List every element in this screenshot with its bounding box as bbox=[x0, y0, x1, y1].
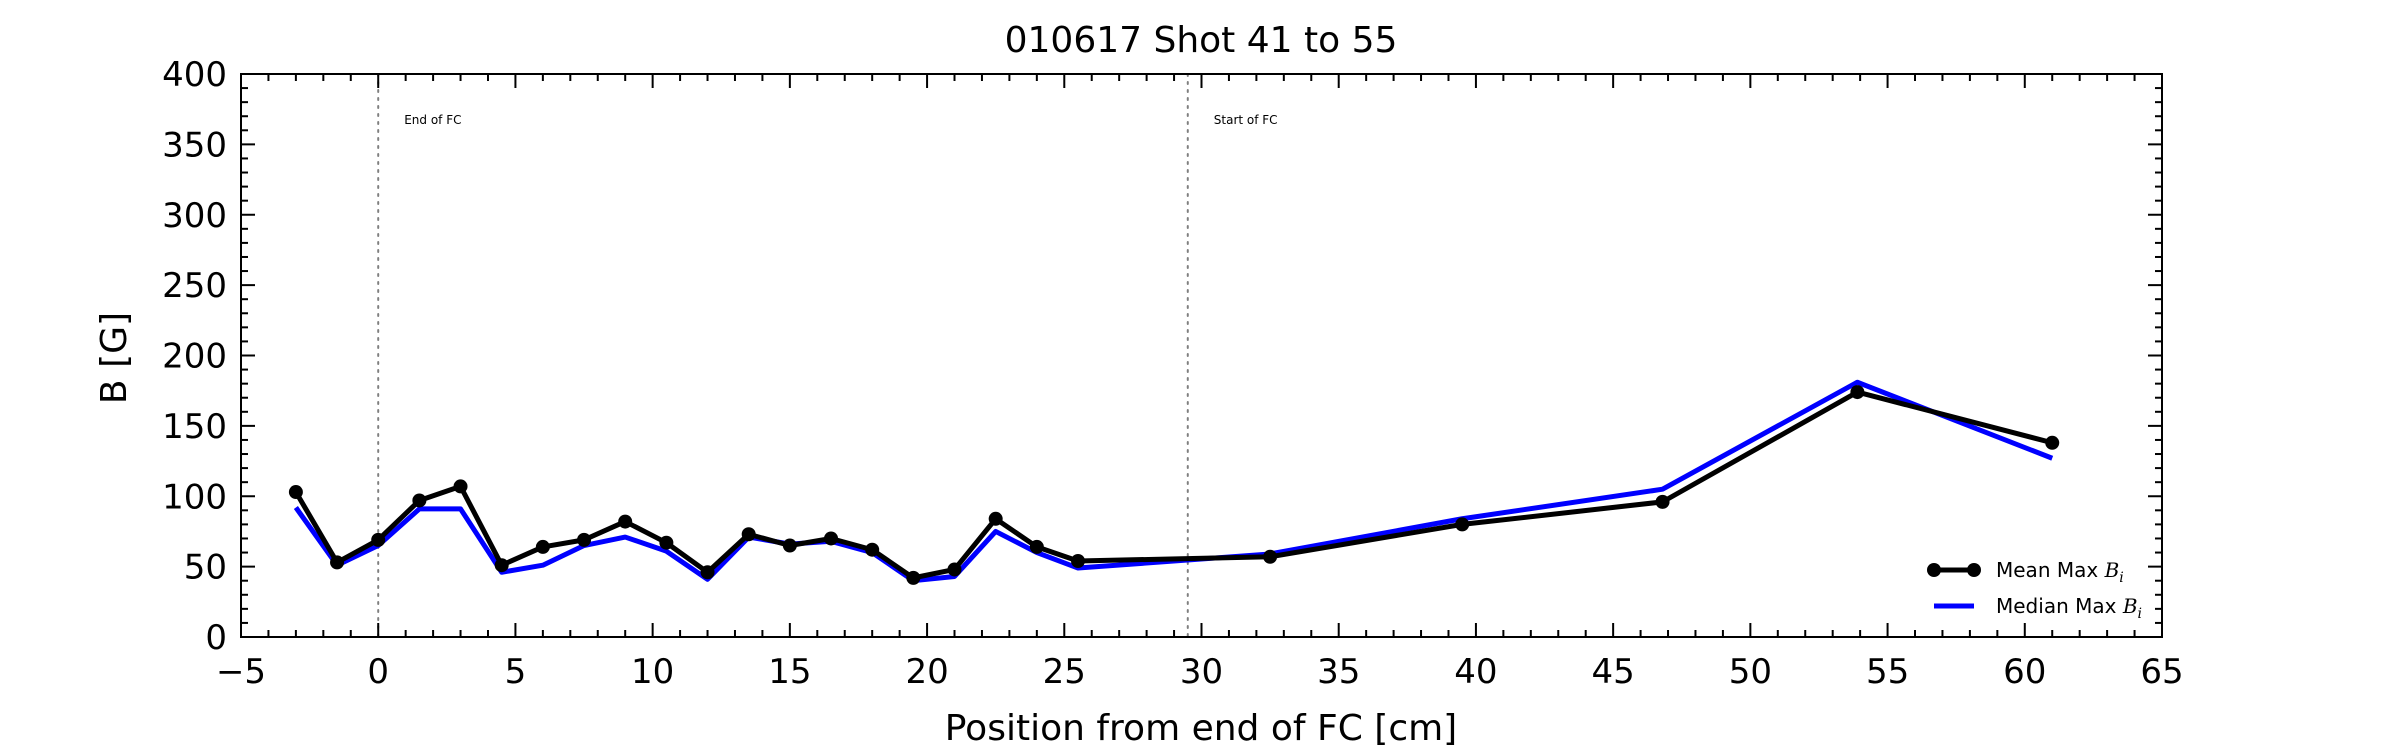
x-tick-label: 15 bbox=[768, 652, 811, 692]
y-tick-label: 50 bbox=[184, 548, 227, 588]
legend-label-subscript: i bbox=[2138, 606, 2142, 622]
reference-label-0: End of FC bbox=[404, 113, 461, 127]
x-axis-title: Position from end of FC [cm] bbox=[945, 708, 1457, 749]
series-0-point-18 bbox=[1029, 539, 1044, 554]
series-0-point-4 bbox=[453, 479, 468, 494]
x-tick-label: 5 bbox=[505, 652, 527, 692]
x-tick-label: 65 bbox=[2140, 652, 2183, 692]
series-0-point-22 bbox=[1655, 494, 1670, 509]
series-line-1 bbox=[293, 379, 2054, 584]
series-0-point-7 bbox=[577, 532, 592, 547]
legend-label-subscript: i bbox=[2119, 570, 2123, 586]
series-0-point-10 bbox=[700, 565, 715, 580]
series-0-point-20 bbox=[1263, 549, 1278, 564]
x-tick-label: 50 bbox=[1729, 652, 1772, 692]
y-tick-label: 0 bbox=[205, 618, 227, 658]
x-tick-label: 45 bbox=[1592, 652, 1635, 692]
series-0-point-17 bbox=[988, 511, 1003, 526]
series-0-point-9 bbox=[659, 535, 674, 550]
series-0-point-2 bbox=[371, 532, 386, 547]
series-0-point-15 bbox=[906, 570, 921, 585]
series-0-point-21 bbox=[1455, 517, 1470, 532]
series-0-point-0 bbox=[288, 485, 303, 500]
chart-title: 010617 Shot 41 to 55 bbox=[1005, 20, 1398, 61]
x-tick-label: −5 bbox=[216, 652, 266, 692]
legend-marker-0 bbox=[1967, 563, 1981, 577]
legend-label-text: Mean Max bbox=[1996, 558, 2105, 582]
series-0-point-8 bbox=[618, 514, 633, 529]
series-0-point-16 bbox=[947, 562, 962, 577]
legend-label-0: Mean Max Bi bbox=[1996, 558, 2124, 586]
y-tick-label: 200 bbox=[162, 337, 227, 377]
x-tick-label: 20 bbox=[905, 652, 948, 692]
legend-label-symbol: B bbox=[2122, 594, 2138, 618]
series-0-point-5 bbox=[494, 558, 509, 573]
x-tick-label: 60 bbox=[2003, 652, 2046, 692]
x-tick-label: 35 bbox=[1317, 652, 1360, 692]
y-tick-label: 150 bbox=[162, 407, 227, 447]
legend-label-text: Median Max bbox=[1996, 594, 2123, 618]
plot-area: End of FC Start of FC bbox=[288, 73, 2060, 638]
reference-label-1: Start of FC bbox=[1214, 113, 1278, 127]
series-0-point-12 bbox=[782, 538, 797, 553]
axes: −5 0 5 10 15 20 25 30 35 40 45 50 55 60 65050100150200… bbox=[162, 55, 2184, 692]
series-0-point-6 bbox=[535, 539, 550, 554]
legend-label-1: Median Max Bi bbox=[1996, 594, 2142, 622]
series-0-point-3 bbox=[412, 493, 427, 508]
x-tick-label: 25 bbox=[1043, 652, 1086, 692]
x-tick-label: 40 bbox=[1454, 652, 1497, 692]
series-0-point-1 bbox=[330, 555, 345, 570]
series-0-point-19 bbox=[1071, 553, 1086, 568]
series-0-point-14 bbox=[865, 542, 880, 557]
x-tick-label: 0 bbox=[367, 652, 389, 692]
y-tick-label: 250 bbox=[162, 266, 227, 306]
x-tick-label: 30 bbox=[1180, 652, 1223, 692]
legend-marker-0 bbox=[1927, 563, 1941, 577]
legend-label-symbol: B bbox=[2104, 558, 2120, 582]
y-tick-label: 100 bbox=[162, 477, 227, 517]
y-axis-title: B [G] bbox=[94, 312, 135, 404]
series-0-point-11 bbox=[741, 527, 756, 542]
y-tick-label: 300 bbox=[162, 196, 227, 236]
y-tick-label: 400 bbox=[162, 55, 227, 95]
series-0-point-23 bbox=[1850, 385, 1865, 400]
x-tick-label: 10 bbox=[631, 652, 674, 692]
series-0-point-13 bbox=[824, 531, 839, 546]
y-tick-label: 350 bbox=[162, 125, 227, 165]
x-tick-label: 55 bbox=[1866, 652, 1909, 692]
series-0-point-24 bbox=[2045, 435, 2060, 450]
